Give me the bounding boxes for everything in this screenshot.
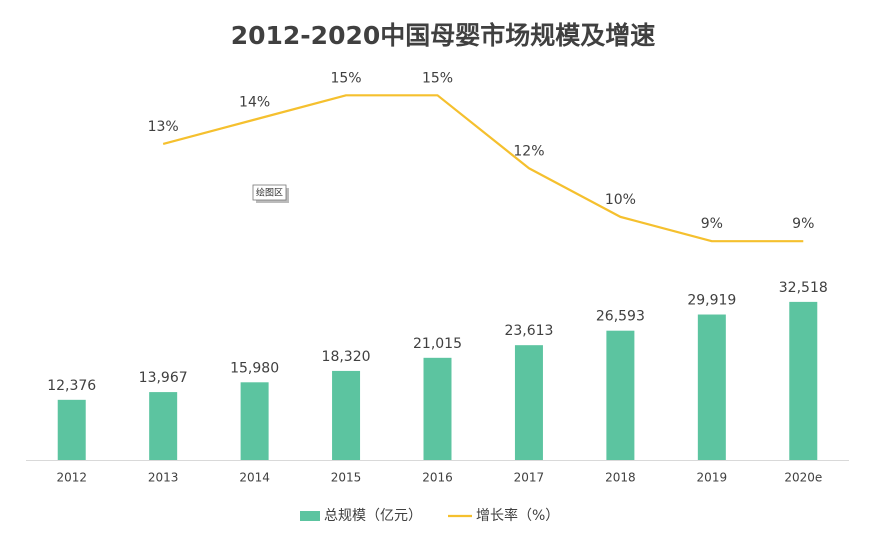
data-label: 23,613: [504, 323, 553, 339]
bar: [789, 301, 818, 460]
data-label: 9%: [792, 216, 814, 232]
data-label: 15,980: [230, 360, 279, 376]
bar: [514, 345, 543, 460]
bar: [57, 399, 86, 460]
x-tick-label: 2016: [422, 471, 453, 485]
bar: [240, 382, 269, 460]
x-tick-label: 2014: [239, 471, 270, 485]
tooltip: 绘图区: [252, 184, 289, 203]
bar: [423, 357, 452, 460]
tooltip-box: [252, 184, 287, 201]
legend-label: 增长率（%）: [476, 507, 559, 524]
legend-label: 总规模（亿元）: [324, 508, 422, 524]
data-label: 13,967: [139, 370, 188, 386]
bar: [332, 370, 361, 460]
data-label: 12%: [513, 143, 544, 159]
x-tick-label: 2013: [148, 471, 179, 485]
data-label: 13%: [148, 119, 179, 135]
data-label: 29,919: [687, 293, 736, 309]
data-label: 15%: [330, 70, 361, 86]
data-label: 26,593: [596, 309, 645, 325]
bar: [149, 392, 178, 460]
bar: [697, 314, 726, 460]
data-label: 12,376: [47, 378, 96, 394]
tooltip-text: 绘图区: [256, 187, 283, 199]
x-tick-label: 2020e: [784, 471, 822, 485]
data-label: 18,320: [322, 349, 371, 365]
x-tick-label: 2018: [605, 471, 636, 485]
data-label: 9%: [701, 216, 723, 232]
x-tick-label: 2017: [514, 471, 545, 485]
chart-title: 2012-2020中国母婴市场规模及增速: [231, 21, 656, 50]
data-label: 15%: [422, 70, 453, 86]
line: [162, 94, 804, 243]
data-label: 10%: [605, 192, 636, 208]
x-tick-label: 2015: [331, 471, 362, 485]
legend-swatch: [300, 511, 320, 521]
bar: [606, 330, 635, 460]
x-tick-label: 2019: [697, 471, 728, 485]
data-label: 14%: [239, 95, 270, 111]
x-tick-label: 2012: [56, 471, 87, 485]
data-label: 32,518: [779, 280, 828, 296]
data-label: 21,015: [413, 336, 462, 352]
